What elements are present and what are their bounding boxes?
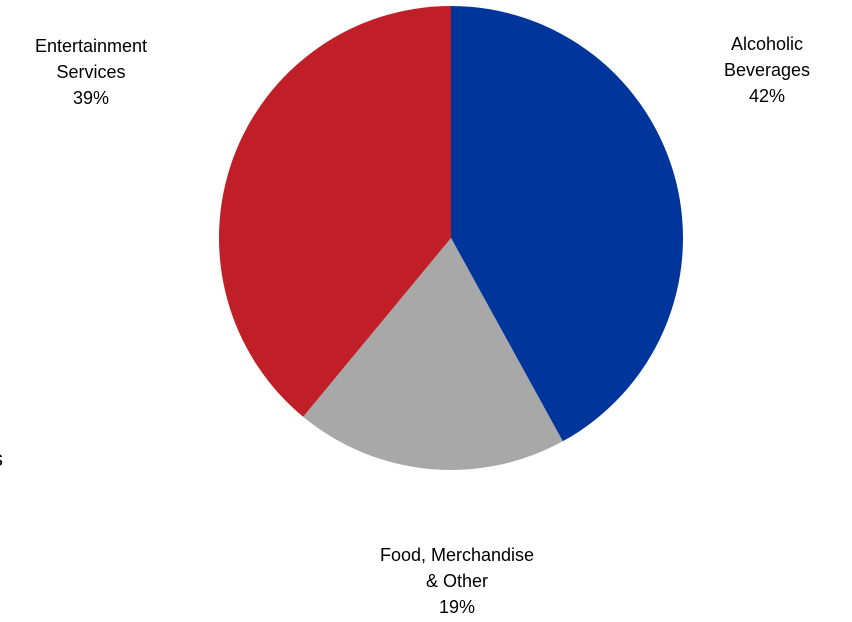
slice-percent-label: 19% [439, 597, 475, 617]
pie-slice-1 [303, 238, 563, 470]
slice-label-1: Food, Merchandise & Other 19% [380, 545, 534, 617]
slice-label-0: Alcoholic Beverages 42% [724, 34, 810, 106]
slice-name-line: Beverages [724, 60, 810, 80]
slice-name-line: & Other [426, 571, 488, 591]
slice-name-line: Alcoholic [731, 34, 803, 54]
slice-percent-label: 42% [749, 86, 785, 106]
pie-slice-2 [219, 6, 451, 417]
slice-percent-label: 39% [73, 88, 109, 108]
slice-label-2: Entertainment Services 39% [35, 36, 147, 108]
cropped-text-fragment: s [0, 448, 3, 470]
pie-slice-0 [451, 6, 683, 442]
slice-name-line: Entertainment [35, 36, 147, 56]
pie-labels: Alcoholic Beverages 42% Food, Merchandise & … [35, 34, 810, 617]
pie-slices [219, 6, 683, 470]
slice-name-line: Food, Merchandise [380, 545, 534, 565]
slice-name-line: Services [56, 62, 125, 82]
